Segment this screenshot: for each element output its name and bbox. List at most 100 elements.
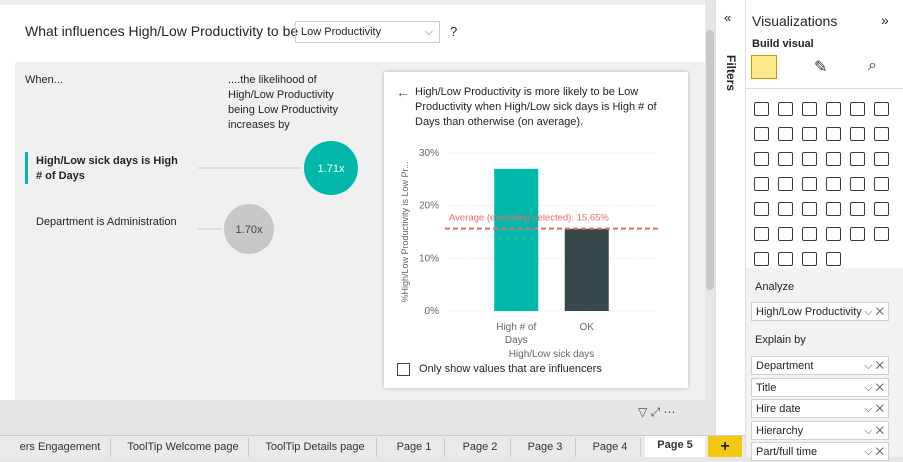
viz-icon[interactable] — [874, 152, 889, 166]
viz-icon[interactable] — [778, 252, 793, 266]
viz-icon[interactable] — [778, 202, 793, 216]
explain-field[interactable]: Title ⌵ ✕ — [751, 377, 889, 397]
viz-icon[interactable] — [850, 127, 865, 141]
viz-icon[interactable] — [826, 227, 841, 241]
detail-description: High/Low Productivity is more likely to … — [415, 86, 657, 128]
viz-icon[interactable] — [754, 177, 769, 191]
viz-icon[interactable] — [778, 227, 793, 241]
viz-icon[interactable] — [778, 127, 793, 141]
bubble[interactable] — [304, 141, 358, 195]
scrollbar[interactable] — [706, 30, 714, 290]
question-mark: ? — [450, 24, 458, 39]
viz-icon[interactable] — [802, 202, 817, 216]
viz-icon[interactable] — [754, 252, 769, 266]
influencer-label[interactable]: High/Low sick days is High # of Days — [36, 155, 178, 182]
field-actions[interactable]: ⌵ ✕ — [864, 381, 884, 394]
x-tick-label: OK — [579, 322, 594, 333]
field-text: Hierarchy — [756, 424, 804, 437]
chevron: ⌵ — [424, 26, 433, 38]
bubble[interactable] — [224, 204, 274, 254]
explain-field[interactable]: Hierarchy ⌵ ✕ — [751, 420, 889, 440]
field-actions[interactable]: ⌵ ✕ — [864, 424, 884, 437]
page-tab[interactable]: ToolTip Welcome page — [118, 438, 249, 457]
field-actions[interactable]: ⌵ ✕ — [864, 446, 884, 458]
expand[interactable]: » — [881, 12, 889, 28]
format-icon[interactable]: ✎ — [814, 59, 828, 76]
page-tab[interactable]: Page 3 — [515, 438, 576, 457]
viz-icon[interactable] — [874, 202, 889, 216]
viz-icon[interactable] — [874, 227, 889, 241]
viz-icon[interactable] — [802, 127, 817, 141]
viz-icon[interactable] — [850, 177, 865, 191]
viz-icon[interactable] — [826, 152, 841, 166]
bar[interactable] — [494, 168, 539, 311]
explain-field[interactable]: Hire date ⌵ ✕ — [751, 399, 889, 418]
viz-icon[interactable] — [826, 202, 841, 216]
viz-icon[interactable] — [802, 152, 817, 166]
build-icon[interactable] — [751, 55, 777, 79]
field-text: Title — [756, 381, 777, 394]
viz-icon[interactable] — [850, 102, 865, 116]
back-arrow[interactable]: ← — [396, 84, 410, 100]
viz-icon[interactable] — [850, 227, 865, 241]
viz-icon[interactable] — [754, 127, 769, 141]
y-tick-label: 0% — [425, 306, 440, 317]
page-tab[interactable]: Page 1 — [384, 438, 445, 457]
viz-icon[interactable] — [826, 177, 841, 191]
viz-icon[interactable] — [802, 177, 817, 191]
checkbox[interactable] — [397, 363, 410, 376]
viz-icon[interactable] — [826, 102, 841, 116]
checkbox-label: Only show values that are influencers — [419, 363, 602, 375]
viz-icon[interactable] — [802, 227, 817, 241]
viz-icon[interactable] — [754, 152, 769, 166]
page-tab[interactable]: Page 2 — [450, 438, 511, 457]
viz-icon[interactable] — [850, 202, 865, 216]
viz-icon[interactable] — [874, 102, 889, 116]
viz-icon[interactable] — [754, 227, 769, 241]
page-tab[interactable]: ers Engagement — [10, 438, 111, 457]
add-page[interactable]: + — [708, 436, 742, 457]
field-actions[interactable]: ⌵ ✕ — [864, 403, 884, 415]
field-actions[interactable]: ⌵ ✕ — [864, 306, 884, 318]
y-tick-label: 30% — [419, 148, 439, 159]
viz-icon[interactable] — [826, 127, 841, 141]
x-tick-label: High # of Days — [496, 322, 537, 346]
viz-icon[interactable] — [826, 252, 841, 266]
analytics-icon[interactable]: ⌕ — [868, 57, 877, 74]
viz-pane: Visualizations » Build visual ✎ ⌕ Analyz… — [745, 0, 903, 461]
explain-field[interactable]: Part/full time ⌵ ✕ — [751, 442, 889, 461]
build-label: Build visual — [752, 38, 814, 50]
viz-icon[interactable] — [874, 177, 889, 191]
filters-label[interactable]: Filters — [724, 55, 738, 92]
viz-title: Visualizations — [752, 13, 838, 29]
likelihood-label: ....the likelihood of High/Low Productiv… — [228, 74, 339, 131]
visual-icons[interactable]: ▽ ⤢ ⋯ — [638, 405, 676, 419]
viz-icon[interactable] — [874, 127, 889, 141]
page-tab[interactable]: Page 4 — [580, 438, 641, 457]
viz-icon[interactable] — [802, 252, 817, 266]
page-tab[interactable]: Page 5 — [645, 436, 705, 457]
viz-icon[interactable] — [778, 102, 793, 116]
viz-icon[interactable] — [754, 102, 769, 116]
viz-icon[interactable] — [778, 177, 793, 191]
influencer-label[interactable]: Department is Administration — [36, 216, 177, 228]
viz-icon[interactable] — [850, 152, 865, 166]
y-tick-label: 10% — [419, 253, 439, 264]
target-dropdown[interactable]: Low Productivity ⌵ — [295, 21, 440, 43]
explain-field[interactable]: Department ⌵ ✕ — [751, 356, 889, 375]
viz-icon[interactable] — [802, 102, 817, 116]
analyze-field[interactable]: High/Low Productivity ⌵ ✕ — [751, 302, 889, 321]
when-label: When... — [25, 74, 63, 86]
collapse[interactable]: « — [724, 10, 732, 25]
viz-icon[interactable] — [754, 202, 769, 216]
field-text: Part/full time — [756, 446, 818, 458]
field-text: High/Low Productivity — [756, 306, 862, 318]
field-actions[interactable]: ⌵ ✕ — [864, 360, 884, 372]
bubble-label: 1.70x — [236, 224, 263, 236]
viz-icon[interactable] — [778, 152, 793, 166]
bar[interactable] — [564, 228, 609, 311]
x-axis-label: High/Low sick days — [508, 349, 595, 360]
influencer-bubbles: 1.71x 1.70x — [198, 141, 358, 254]
page-tab[interactable]: ToolTip Details page — [254, 438, 377, 457]
